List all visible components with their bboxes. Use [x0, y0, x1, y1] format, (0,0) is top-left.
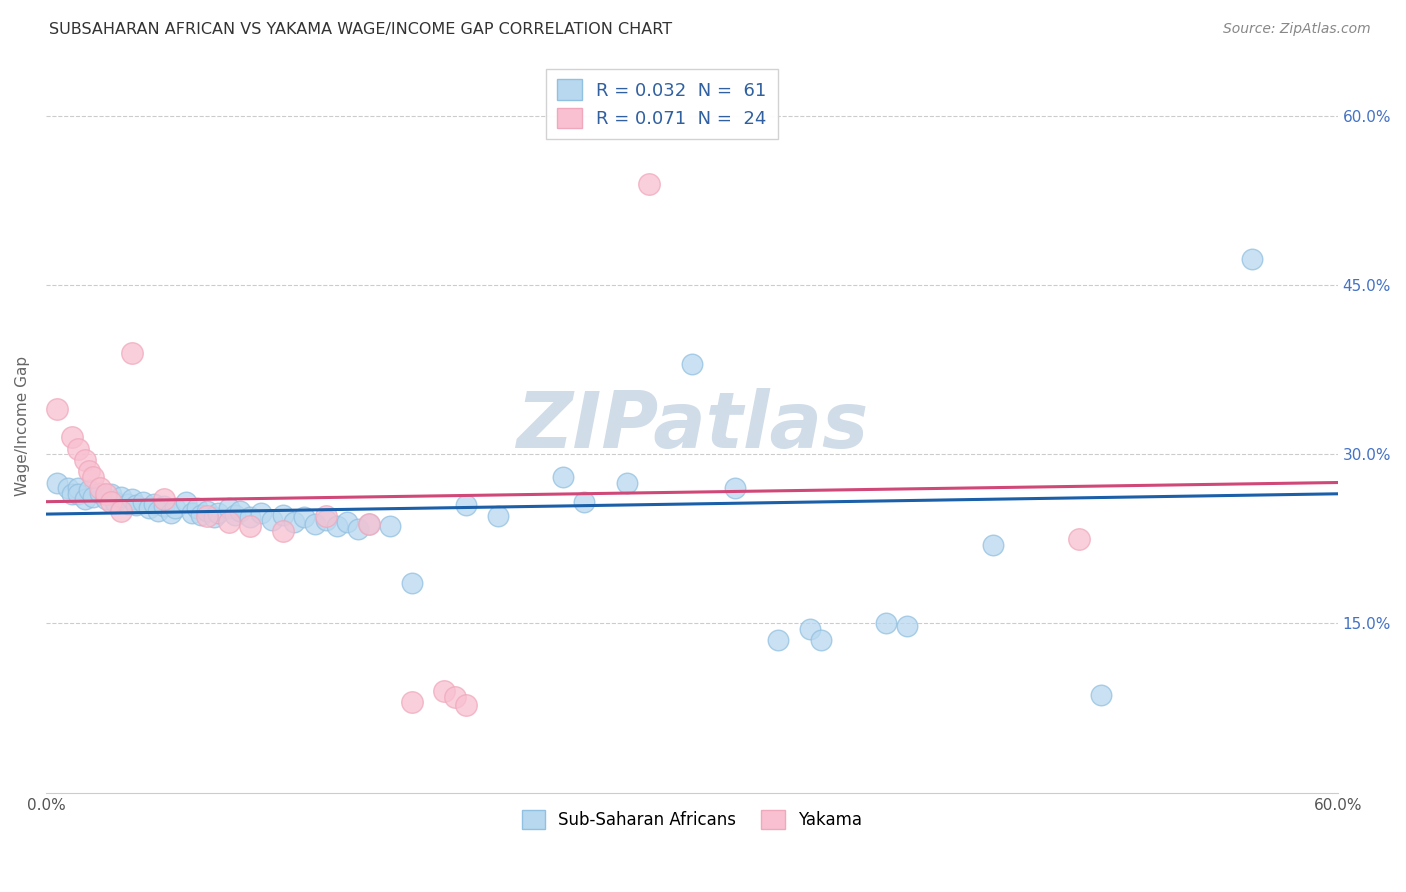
Point — [315, 509, 337, 524]
Point — [100, 487, 122, 501]
Point — [347, 522, 370, 536]
Point — [67, 442, 90, 456]
Text: ZIPatlas: ZIPatlas — [516, 388, 868, 464]
Point — [239, 510, 262, 524]
Point — [486, 509, 509, 524]
Point — [153, 492, 176, 507]
Point — [454, 698, 477, 712]
Point — [142, 497, 165, 511]
Point — [186, 501, 208, 516]
Point — [202, 510, 225, 524]
Point — [45, 475, 67, 490]
Text: Source: ZipAtlas.com: Source: ZipAtlas.com — [1223, 22, 1371, 37]
Point — [207, 506, 229, 520]
Point — [810, 633, 832, 648]
Point — [218, 515, 240, 529]
Point — [110, 490, 132, 504]
Point — [160, 506, 183, 520]
Point — [616, 475, 638, 490]
Point — [60, 430, 83, 444]
Point — [1240, 252, 1263, 267]
Point — [292, 510, 315, 524]
Point — [572, 494, 595, 508]
Point — [181, 506, 204, 520]
Point — [336, 515, 359, 529]
Point — [132, 494, 155, 508]
Point — [77, 483, 100, 498]
Point — [117, 497, 139, 511]
Point — [89, 485, 111, 500]
Point — [454, 498, 477, 512]
Point — [433, 684, 456, 698]
Point — [724, 481, 747, 495]
Point — [121, 346, 143, 360]
Point — [271, 508, 294, 523]
Point — [250, 506, 273, 520]
Point — [766, 633, 789, 648]
Point — [260, 513, 283, 527]
Point — [875, 616, 897, 631]
Point — [125, 498, 148, 512]
Point — [73, 492, 96, 507]
Point — [82, 490, 104, 504]
Point — [89, 481, 111, 495]
Point — [224, 508, 246, 523]
Point — [1090, 688, 1112, 702]
Point — [96, 487, 118, 501]
Point — [174, 494, 197, 508]
Point — [77, 464, 100, 478]
Point — [271, 524, 294, 538]
Point — [45, 402, 67, 417]
Point — [60, 487, 83, 501]
Point — [380, 519, 402, 533]
Point — [218, 501, 240, 516]
Point — [401, 695, 423, 709]
Point — [197, 509, 219, 524]
Point — [153, 499, 176, 513]
Point — [283, 515, 305, 529]
Point — [67, 481, 90, 495]
Point — [56, 481, 79, 495]
Point — [304, 517, 326, 532]
Y-axis label: Wage/Income Gap: Wage/Income Gap — [15, 356, 30, 496]
Point — [681, 357, 703, 371]
Point — [357, 517, 380, 532]
Point — [401, 575, 423, 590]
Point — [551, 470, 574, 484]
Point — [190, 508, 212, 523]
Point — [357, 517, 380, 532]
Point — [100, 494, 122, 508]
Point — [981, 537, 1004, 551]
Point — [325, 519, 347, 533]
Point — [228, 504, 250, 518]
Point — [239, 519, 262, 533]
Point — [121, 492, 143, 507]
Point — [165, 501, 187, 516]
Point — [138, 501, 160, 516]
Point — [73, 453, 96, 467]
Legend: Sub-Saharan Africans, Yakama: Sub-Saharan Africans, Yakama — [515, 803, 869, 836]
Point — [1069, 532, 1091, 546]
Point — [799, 622, 821, 636]
Point — [82, 470, 104, 484]
Point — [96, 492, 118, 507]
Point — [444, 690, 467, 704]
Text: SUBSAHARAN AFRICAN VS YAKAMA WAGE/INCOME GAP CORRELATION CHART: SUBSAHARAN AFRICAN VS YAKAMA WAGE/INCOME… — [49, 22, 672, 37]
Point — [104, 494, 127, 508]
Point — [110, 504, 132, 518]
Point — [67, 487, 90, 501]
Point — [315, 513, 337, 527]
Point — [637, 177, 659, 191]
Point — [197, 504, 219, 518]
Point — [896, 619, 918, 633]
Point — [146, 504, 169, 518]
